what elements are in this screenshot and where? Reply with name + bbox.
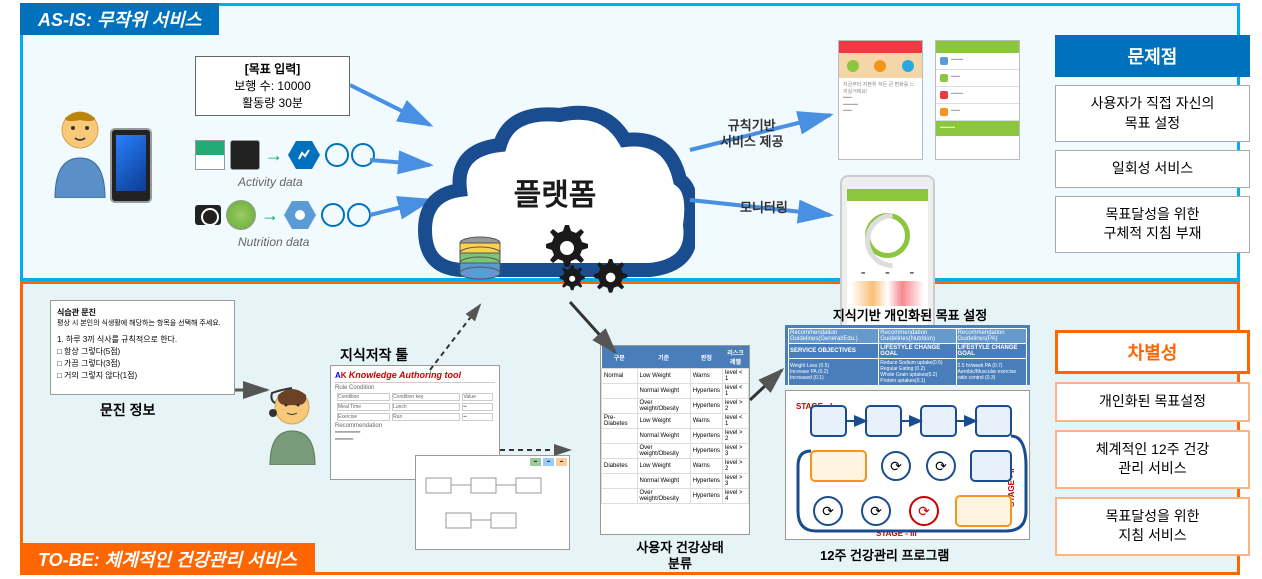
questionnaire-card: 식습관 문진 평상 시 본인의 식생활에 해당하는 항목을 선택해 주세요. 1…: [50, 300, 235, 395]
svg-text:⟳: ⟳: [890, 458, 902, 474]
nutrition-data-label: Nutrition data: [238, 235, 309, 249]
arrow-right-icon: →: [261, 205, 279, 226]
problems-column: 문제점 사용자가 직접 자신의 목표 설정 일회성 서비스 목표달성을 위한 구…: [1055, 35, 1250, 253]
device-icon: [230, 140, 260, 170]
smartphone-icon: [110, 128, 152, 203]
diff-item: 체계적인 12주 건강 관리 서비스: [1055, 430, 1250, 489]
questionnaire-label: 문진 정보: [100, 400, 155, 420]
arrow-cloud-to-classify: [560, 302, 620, 362]
svg-text:⟳: ⟳: [870, 503, 882, 519]
questionnaire-opt: □ 가끔 그렇다(3점): [57, 358, 228, 370]
nutrition-hexagon-icon: [284, 201, 316, 229]
program-12week-label: 12주 건강관리 프로그램: [820, 545, 949, 564]
problem-item: 일회성 서비스: [1055, 150, 1250, 188]
monitoring-label: 모니터링: [740, 200, 788, 216]
arrow-authoring-to-classify: [500, 445, 580, 475]
sync-circles-icon: [321, 203, 371, 227]
diff-item: 개인화된 목표설정: [1055, 382, 1250, 422]
svg-text:⟳: ⟳: [918, 503, 930, 519]
knowledge-goal-title: 지식기반 개인화된 목표 설정: [800, 305, 1020, 324]
differentiation-column: 차별성 개인화된 목표설정 체계적인 12주 건강 관리 서비스 목표달성을 위…: [1055, 330, 1250, 556]
questionnaire-q1: 1. 하루 3끼 식사를 규칙적으로 한다.: [57, 334, 228, 346]
svg-text:⟳: ⟳: [935, 458, 947, 474]
goal-line3: 활동량 30분: [200, 95, 345, 112]
app-mockup-green: ━━━━ ━━━ ━━━━ ━━━ ━━━━━: [935, 40, 1020, 160]
dashboard-icon: [195, 140, 225, 170]
cloud-platform: 플랫폼: [415, 100, 695, 310]
svg-text:⟳: ⟳: [822, 503, 834, 519]
user-avatar-icon: [45, 108, 115, 203]
questionnaire-opt: □ 거의 그렇지 않다(1점): [57, 370, 228, 382]
diff-item: 목표달성을 위한 지침 서비스: [1055, 497, 1250, 556]
problem-item: 사용자가 직접 자신의 목표 설정: [1055, 85, 1250, 142]
food-icon: [226, 200, 256, 230]
nutrition-data-row: →: [195, 200, 371, 230]
sync-circles-icon: [325, 143, 375, 167]
running-hexagon-icon: [288, 141, 320, 169]
tobe-section-label: TO-BE: 체계적인 건강관리 서비스: [20, 543, 315, 575]
goal-input-box: [목표 입력] 보행 수: 10000 활동량 30분: [195, 56, 350, 116]
authoring-tool-label: 지식저작 툴: [340, 345, 408, 365]
problem-item: 목표달성을 위한 구체적 지침 부재: [1055, 196, 1250, 253]
rule-service-label: 규칙기반 서비스 제공: [720, 118, 783, 149]
classification-label: 사용자 건강상태 분류: [620, 540, 740, 571]
arrow-classify-to-knowledge: [750, 370, 790, 410]
goal-line2: 보행 수: 10000: [200, 78, 345, 95]
asis-section-label: AS-IS: 무작위 서비스: [20, 3, 219, 35]
activity-data-row: →: [195, 140, 375, 170]
classification-table: 구분기준판정리스크레벨NormalLow WeightWarnslevel < …: [600, 345, 750, 535]
questionnaire-title: 식습관 문진: [57, 307, 228, 319]
diff-header: 차별성: [1055, 330, 1250, 374]
goal-line1: [목표 입력]: [200, 61, 345, 78]
app-mockup-red: 지금부터 자본취 하든 큰 변화를 느끼실거에요!━━━━━━━━━━━: [838, 40, 923, 160]
activity-data-label: Activity data: [238, 175, 303, 189]
problems-header: 문제점: [1055, 35, 1250, 77]
questionnaire-opt: □ 항상 그렇다(5점): [57, 346, 228, 358]
program-12week-box: STAGE - I STAGE - II STAGE - III ⟳ ⟳ ⟳ ⟳…: [785, 390, 1030, 540]
database-icon: [455, 235, 505, 285]
arrow-authoring-to-cloud: [420, 300, 500, 380]
questionnaire-subtitle: 평상 시 본인의 식생활에 해당하는 항목을 선택해 주세요.: [57, 319, 228, 330]
guidelines-table: Recommendation Guidelines(General/Edu.)R…: [785, 325, 1030, 385]
camera-icon: [195, 205, 221, 225]
platform-title: 플랫폼: [415, 170, 695, 214]
expert-avatar-icon: [260, 385, 325, 470]
gears-icon: [535, 220, 635, 300]
arrow-right-icon: →: [265, 145, 283, 166]
